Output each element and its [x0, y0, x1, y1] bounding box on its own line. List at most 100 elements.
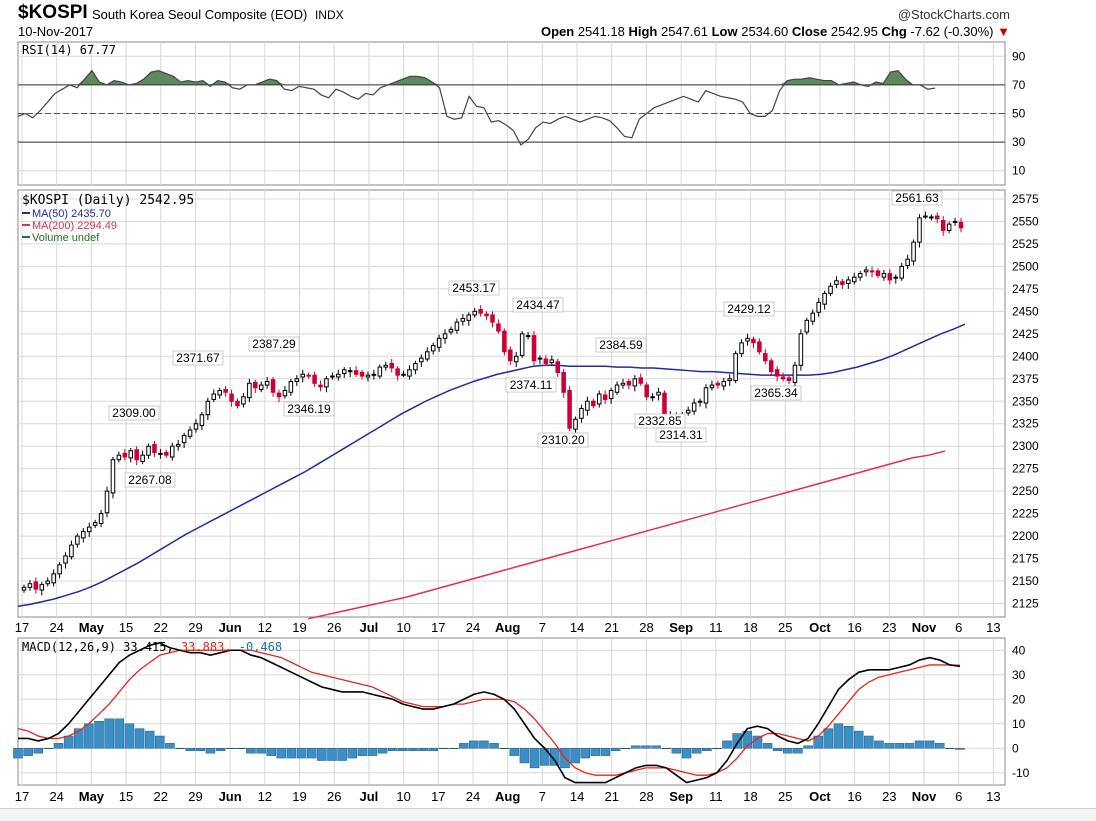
x-axis-label-mid: Oct [809, 620, 831, 635]
x-axis-label-mid: 13 [986, 620, 1000, 635]
x-axis-label-bottom: Sep [669, 789, 693, 804]
candle-body [158, 452, 163, 455]
macd-label-part: -0.468 [232, 640, 283, 654]
macd-histogram-bar [691, 748, 702, 754]
legend-entry: Volume undef [32, 232, 100, 244]
price-annotation-box [595, 337, 647, 353]
candle-body [116, 454, 122, 461]
candle-body [347, 370, 353, 373]
candle-body [110, 459, 116, 494]
price-annotation: 2453.17 [452, 281, 496, 295]
candle-body [834, 280, 839, 285]
candle-body [241, 396, 246, 405]
macd-histogram-bar [732, 733, 742, 749]
candle-body [81, 531, 86, 539]
macd-histogram-bar [377, 748, 388, 754]
candle-body [863, 269, 869, 273]
price-annotation-box [248, 336, 300, 352]
candle-body [424, 351, 430, 360]
candle-body [454, 321, 460, 331]
x-axis-label-mid: 23 [882, 620, 896, 635]
x-axis-label-bottom: May [79, 789, 105, 804]
price-tick-label: 2250 [1012, 484, 1039, 498]
macd-histogram-bar [367, 748, 378, 756]
macd-histogram-bar [793, 748, 803, 754]
candle-body [757, 341, 762, 353]
candle-body [490, 314, 495, 323]
macd-histogram-bar [347, 748, 358, 759]
candle-body [596, 393, 602, 405]
macd-histogram-bar [185, 748, 195, 751]
price-tick-label: 2350 [1012, 394, 1039, 408]
macd-histogram-bar [772, 748, 783, 751]
macd-label-part: MACD(12,26,9) 33.415, [22, 640, 174, 654]
candle-body [460, 318, 466, 322]
x-axis-label-bottom: 18 [743, 789, 757, 804]
macd-label: MACD(12,26,9) 33.415, 33.883, -0.468 [22, 640, 282, 654]
macd-histogram-bar [246, 748, 256, 754]
rsi-tick-label: 30 [1012, 135, 1026, 149]
candle-body [632, 378, 638, 387]
candle-body [846, 279, 851, 284]
candle-body [377, 366, 383, 377]
macd-histogram-bar [104, 718, 114, 749]
macd-histogram-bar [438, 748, 449, 749]
macd-histogram-bar [398, 748, 408, 751]
candle-body [122, 452, 128, 458]
candle-body [620, 382, 626, 386]
candle-body [502, 330, 507, 353]
close-label: Close [791, 24, 828, 39]
price-tick-label: 2475 [1012, 282, 1039, 296]
candle-body [786, 377, 792, 382]
open-value: 2541.18 [577, 24, 625, 39]
macd-histogram-bar [469, 740, 479, 749]
x-axis-label-mid: 11 [709, 620, 723, 635]
candle-body [911, 241, 916, 262]
x-axis-label-bottom: 17 [15, 789, 29, 804]
open-label: Open [540, 24, 575, 39]
candle-body [199, 414, 205, 427]
price-tick-label: 2225 [1012, 507, 1039, 521]
x-axis-label-bottom: 29 [188, 789, 202, 804]
candle-body [448, 328, 454, 333]
price-annotation-box [172, 350, 224, 366]
macd-histogram-bar [519, 748, 530, 764]
macd-tick-label: 0 [1012, 741, 1019, 755]
macd-histogram-bar [884, 743, 894, 749]
x-axis-label-mid: 29 [188, 620, 202, 635]
candle-body [887, 273, 893, 281]
candle-body [253, 381, 258, 389]
x-axis-label-bottom: 10 [396, 789, 410, 804]
candle-body [810, 312, 816, 322]
candle-body [579, 407, 584, 419]
candle-body [294, 378, 300, 382]
candle-body [330, 375, 335, 378]
price-label: $KOSPI (Daily) 2542.95 [22, 193, 194, 208]
x-axis-label-bottom: Jun [219, 789, 242, 804]
ma200-line [307, 450, 946, 620]
macd-histogram-bar [327, 748, 337, 761]
rsi-tick-label: 90 [1012, 49, 1026, 63]
macd-histogram-bar [590, 748, 601, 756]
macd-histogram-bar [276, 748, 287, 759]
ma50-line [17, 323, 966, 607]
candle-body [270, 379, 276, 393]
price-annotation-box [537, 432, 589, 448]
x-axis-label-bottom: 21 [605, 789, 619, 804]
price-panel-frame [17, 189, 1006, 618]
macd-histogram-bar [833, 723, 844, 749]
candle-body [745, 337, 750, 342]
candle-body [92, 522, 98, 526]
macd-histogram-bar [894, 743, 904, 749]
bottom-strip [0, 808, 1096, 821]
macd-histogram-bar [134, 728, 145, 749]
candle-body [39, 584, 45, 591]
candle-body [288, 380, 294, 393]
x-axis-label-bottom: 22 [154, 789, 168, 804]
x-axis-label-bottom: 14 [570, 789, 584, 804]
macd-histogram-bar [550, 748, 560, 766]
candle-body [152, 443, 157, 453]
candle-body [917, 217, 922, 243]
candle-body [840, 281, 845, 285]
candle-body [306, 374, 311, 377]
